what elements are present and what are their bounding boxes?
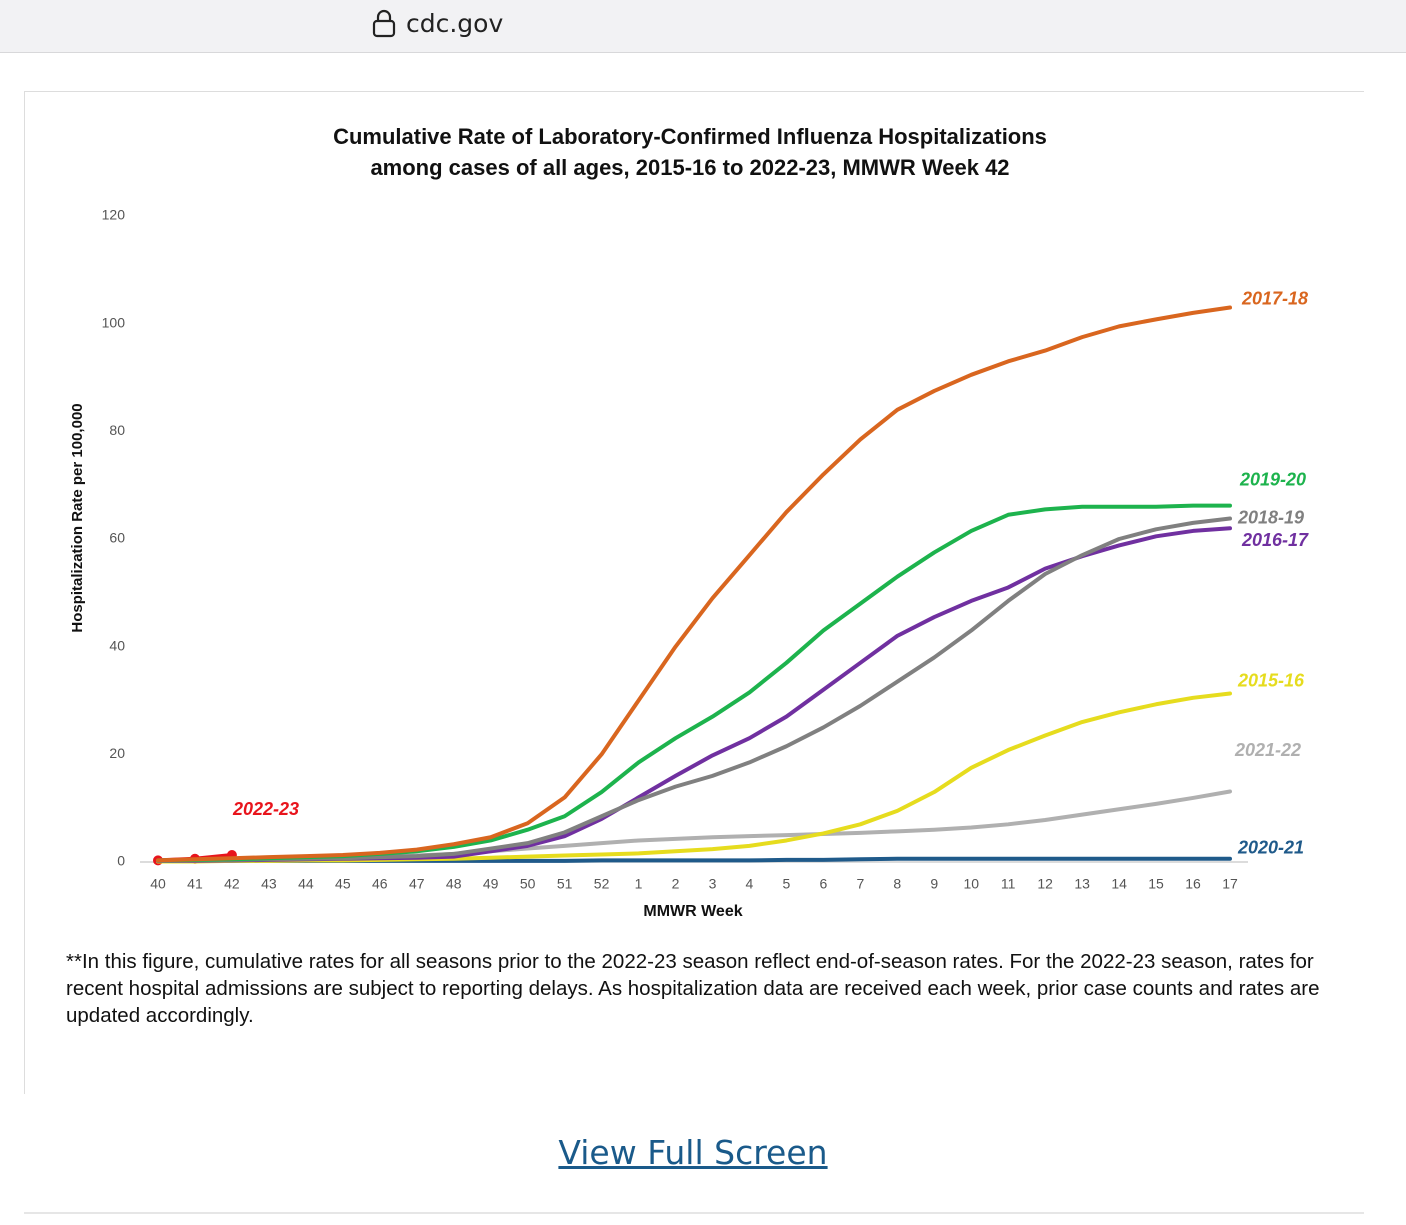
- x-tick-label: 15: [1148, 876, 1164, 892]
- y-tick-label: 0: [117, 853, 125, 869]
- x-tick-label: 46: [372, 876, 388, 892]
- x-tick-label: 13: [1074, 876, 1090, 892]
- footnote: **In this figure, cumulative rates for a…: [66, 950, 1320, 1027]
- x-tick-label: 16: [1185, 876, 1201, 892]
- series-label: 2020-21: [1237, 838, 1304, 858]
- x-tick-label: 11: [1001, 876, 1016, 892]
- chart: Cumulative Rate of Laboratory-Confirmed …: [69, 124, 1309, 920]
- x-tick-label: 3: [709, 876, 717, 892]
- x-tick-label: 7: [856, 876, 864, 892]
- x-tick-label: 5: [783, 876, 791, 892]
- y-tick-label: 120: [102, 207, 126, 223]
- series-line: [156, 305, 1232, 863]
- figure-frame: [24, 91, 1364, 1094]
- x-tick-label: 6: [819, 876, 827, 892]
- x-tick-label: 10: [963, 876, 979, 892]
- x-tick-label: 50: [520, 876, 536, 892]
- series-label: 2022-23: [232, 799, 299, 819]
- x-tick-label: 12: [1037, 876, 1053, 892]
- x-tick-label: 14: [1111, 876, 1127, 892]
- x-tick-label: 41: [187, 876, 203, 892]
- series-label: 2017-18: [1241, 288, 1308, 308]
- series-label: 2016-17: [1241, 530, 1309, 550]
- x-tick-label: 4: [746, 876, 754, 892]
- x-tick-label: 17: [1222, 876, 1238, 892]
- series-line: [156, 516, 1232, 863]
- series-label: 2019-20: [1239, 469, 1306, 489]
- view-full-screen-link[interactable]: View Full Screen: [558, 1133, 828, 1172]
- x-tick-label: 49: [483, 876, 499, 892]
- y-tick-label: 60: [109, 530, 125, 546]
- x-axis-label: MMWR Week: [643, 903, 742, 920]
- url[interactable]: cdc.gov: [406, 9, 504, 38]
- x-tick-label: 43: [261, 876, 277, 892]
- browser-bar: cdc.gov: [0, 0, 1406, 53]
- y-axis-label: Hospitalization Rate per 100,000: [69, 403, 86, 632]
- x-tick-label: 45: [335, 876, 351, 892]
- lock-icon: [372, 9, 396, 38]
- x-tick-label: 42: [224, 876, 240, 892]
- x-tick-label: 2: [672, 876, 680, 892]
- chart-title: Cumulative Rate of Laboratory-Confirmed …: [333, 124, 1047, 149]
- series-label: 2018-19: [1237, 507, 1304, 527]
- x-tick-label: 40: [150, 876, 166, 892]
- x-tick-label: 48: [446, 876, 462, 892]
- series-label: 2015-16: [1237, 670, 1305, 690]
- x-tick-label: 51: [557, 876, 573, 892]
- x-tick-label: 9: [930, 876, 938, 892]
- x-tick-label: 8: [893, 876, 901, 892]
- x-tick-label: 1: [635, 876, 643, 892]
- y-tick-label: 100: [102, 314, 126, 330]
- x-tick-label: 47: [409, 876, 425, 892]
- x-tick-label: 44: [298, 876, 314, 892]
- series-line: [156, 526, 1232, 863]
- x-tick-label: 52: [594, 876, 610, 892]
- chart-title: among cases of all ages, 2015-16 to 2022…: [370, 155, 1009, 180]
- series-label: 2021-22: [1234, 740, 1301, 760]
- divider: [24, 1212, 1364, 1214]
- y-tick-label: 20: [109, 745, 125, 761]
- y-tick-label: 80: [109, 422, 125, 438]
- y-tick-label: 40: [109, 637, 125, 653]
